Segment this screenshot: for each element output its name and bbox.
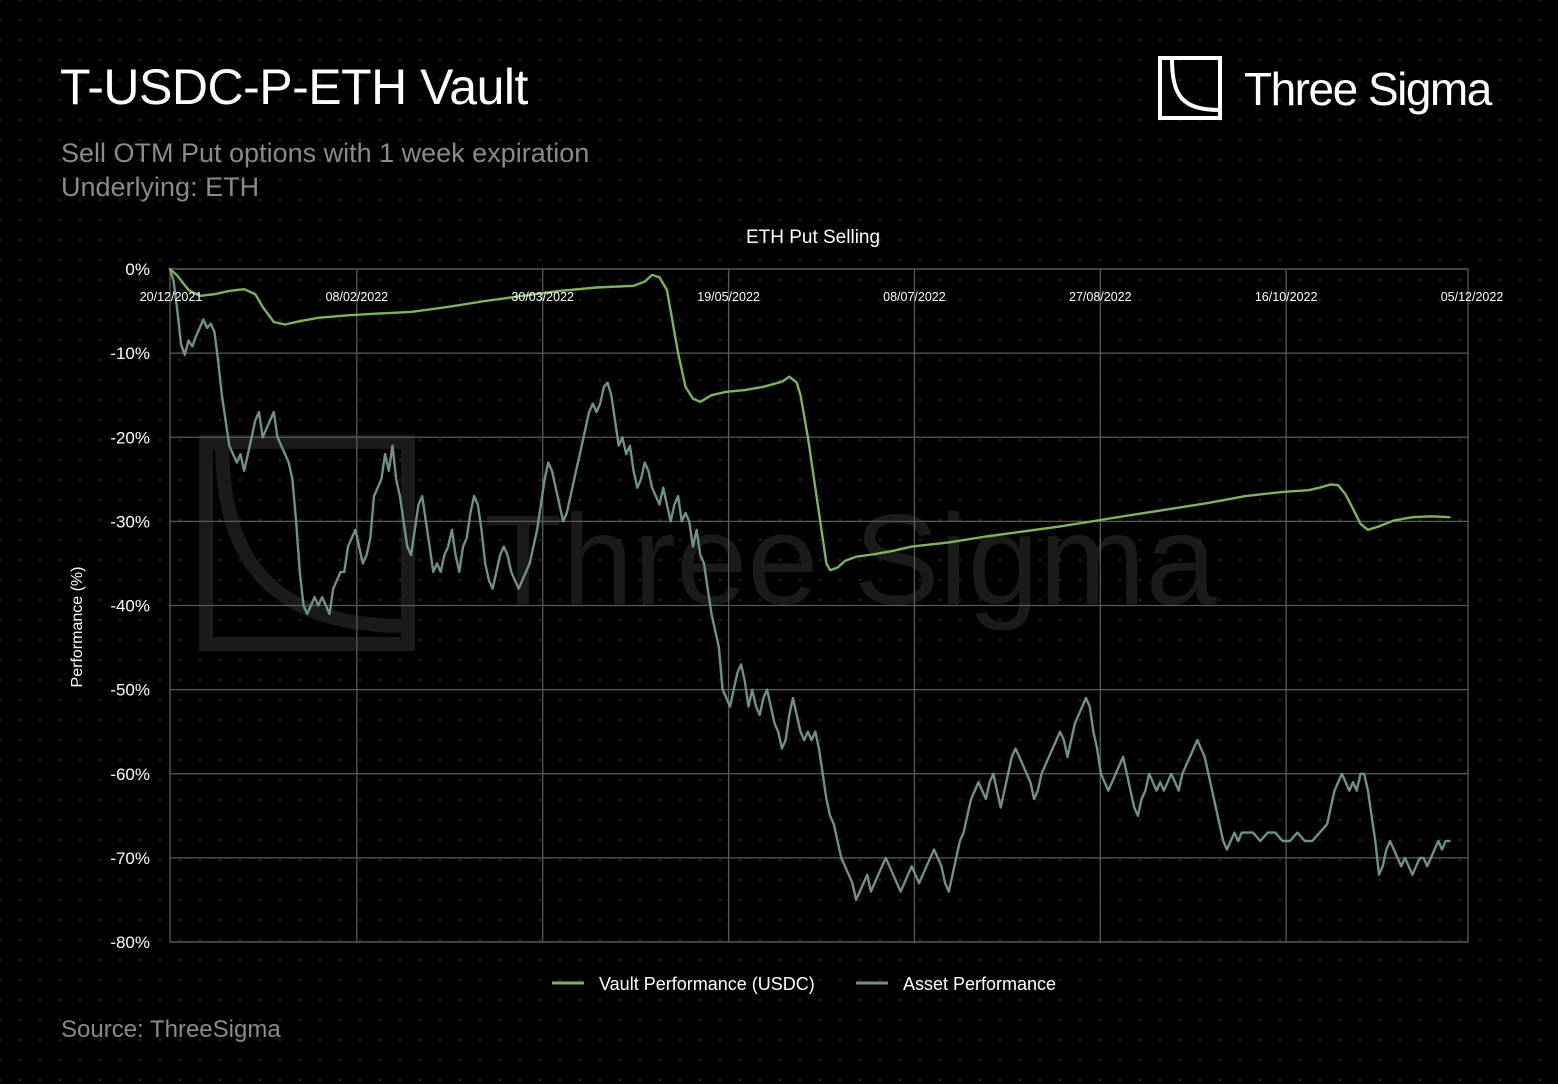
watermark-text: Three Sigma — [484, 489, 1218, 632]
x-tick-label: 05/12/2022 — [1441, 290, 1504, 304]
y-tick-label: -40% — [110, 597, 150, 616]
x-tick-label: 27/08/2022 — [1069, 290, 1132, 304]
source-note: Source: ThreeSigma — [61, 1016, 281, 1043]
x-tick-label: 08/07/2022 — [883, 290, 946, 304]
y-tick-label: -70% — [110, 849, 150, 868]
y-tick-label: -30% — [110, 512, 150, 531]
x-tick-label: 08/02/2022 — [326, 290, 389, 304]
legend-asset-label: Asset Performance — [903, 974, 1056, 994]
x-tick-label: 19/05/2022 — [697, 290, 760, 304]
subtitle-underlying: Underlying: ETH — [61, 172, 260, 202]
vault-performance-line — [168, 267, 1451, 572]
y-tick-label: 0% — [125, 260, 150, 279]
chart-axes: 0% -10% -20% -30% -40% -50% -60% -70% -80% 20/12/… — [110, 260, 1503, 952]
legend-vault-label: Vault Performance (USDC) — [599, 974, 815, 994]
x-tick-label: 30/03/2022 — [511, 290, 574, 304]
y-tick-label: -20% — [110, 428, 150, 447]
subtitle-strategy: Sell OTM Put options with 1 week expirat… — [61, 138, 590, 168]
y-tick-label: -80% — [110, 933, 150, 952]
plot-frame — [169, 268, 1469, 943]
y-axis-label: Performance (%) — [69, 567, 86, 688]
chart-watermark: Three Sigma — [199, 435, 1218, 651]
asset-performance-line — [168, 267, 1451, 902]
x-tick-label: 20/12/2021 — [140, 290, 203, 304]
y-tick-label: -60% — [110, 765, 150, 784]
chart-series — [168, 267, 1451, 902]
three-sigma-logo-icon — [1158, 56, 1222, 120]
y-tick-label: -50% — [110, 681, 150, 700]
y-tick-label: -10% — [110, 344, 150, 363]
chart-title: ETH Put Selling — [746, 227, 880, 248]
x-tick-label: 16/10/2022 — [1255, 290, 1318, 304]
page-title: T-USDC-P-ETH Vault — [60, 59, 528, 115]
chart-legend: Vault Performance (USDC) Asset Performanc… — [552, 974, 1056, 994]
brand-name: Three Sigma — [1244, 63, 1492, 115]
chart-grid — [169, 268, 1469, 943]
